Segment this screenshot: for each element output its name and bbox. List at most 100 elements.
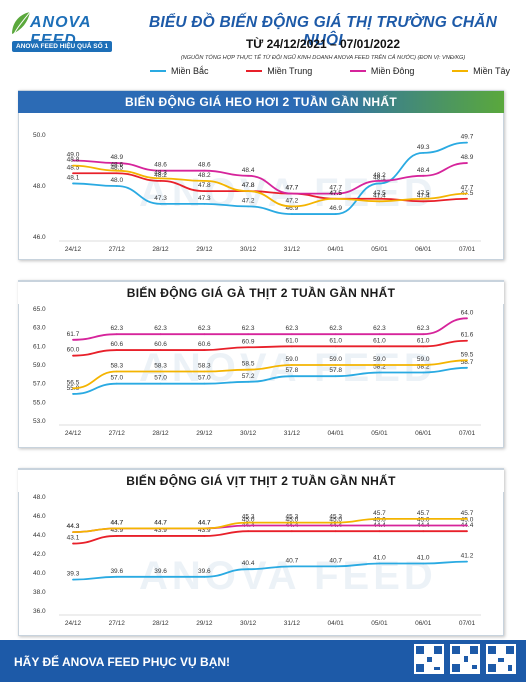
data-point: [334, 197, 337, 200]
data-label: 43.9: [198, 527, 211, 534]
data-point: [159, 333, 162, 336]
data-point: [422, 174, 425, 177]
chart-title: BIẾN ĐỘNG GIÁ HEO HƠI 2 TUẦN GẦN NHẤT: [124, 95, 397, 109]
data-point: [72, 531, 74, 534]
data-point: [290, 521, 293, 524]
data-label: 48.1: [67, 174, 80, 181]
data-point: [290, 205, 293, 208]
data-point: [72, 338, 74, 341]
data-point: [378, 524, 381, 527]
data-label: 47.8: [198, 182, 211, 189]
data-point: [203, 169, 206, 172]
x-tick-label: 07/01: [459, 620, 476, 627]
data-label: 44.7: [154, 519, 167, 526]
data-point: [247, 524, 250, 527]
data-point: [422, 200, 425, 203]
data-point: [290, 375, 293, 378]
x-tick-label: 27/12: [109, 620, 126, 627]
x-tick-label: 27/12: [109, 246, 126, 253]
legend-swatch: [246, 70, 263, 72]
data-point: [422, 530, 425, 533]
data-point: [290, 192, 293, 195]
qr-code-icon: [450, 644, 480, 674]
source-note: (NGUỒN TỔNG HỢP THỰC TẾ TỪ ĐỘI NGŨ KINH …: [180, 55, 466, 61]
data-point: [466, 339, 468, 342]
data-label: 57.0: [110, 375, 123, 382]
data-label: 62.3: [198, 325, 211, 332]
data-label: 45.7: [417, 510, 430, 517]
data-point: [334, 345, 337, 348]
data-label: 62.3: [417, 325, 430, 332]
data-point: [466, 524, 468, 527]
data-label: 49.7: [461, 134, 474, 141]
qr-code-icon: [486, 644, 516, 674]
data-point: [466, 517, 468, 520]
data-point: [203, 370, 206, 373]
y-tick-label: 46.0: [33, 234, 46, 241]
data-label: 48.2: [373, 172, 386, 179]
series-line-0: [72, 560, 468, 581]
data-point: [159, 575, 162, 578]
data-label: 44.7: [110, 519, 123, 526]
data-label: 45.7: [373, 510, 386, 517]
data-label: 60.0: [67, 347, 80, 354]
data-point: [334, 530, 337, 533]
line-chart-vit-thit: 36.0 38.0 40.0 42.0 44.0 46.0 48.0 24/12 27/12 28…: [33, 494, 481, 627]
y-tick-label: 48.0: [33, 494, 46, 501]
x-tick-label: 06/01: [415, 620, 432, 627]
chart-panel-heo-hoi: BIẾN ĐỘNG GIÁ HEO HƠI 2 TUẦN GẦN NHẤT AN…: [18, 90, 504, 260]
data-label: 48.5: [110, 164, 123, 171]
data-label: 45.3: [329, 514, 342, 521]
data-point: [334, 521, 337, 524]
data-point: [203, 333, 206, 336]
data-point: [115, 370, 118, 373]
y-tick-label: 59.0: [33, 362, 46, 369]
y-tick-label: 53.0: [33, 418, 46, 425]
data-label: 58.3: [154, 363, 167, 370]
data-point: [159, 382, 162, 385]
legend-swatch: [150, 70, 166, 72]
data-label: 57.2: [242, 373, 255, 380]
legend-swatch: [452, 70, 469, 72]
data-point: [378, 562, 381, 565]
data-label: 39.6: [154, 568, 167, 575]
data-label: 58.2: [417, 363, 430, 370]
data-point: [72, 159, 74, 162]
data-label: 60.6: [198, 341, 211, 348]
data-point: [203, 535, 206, 537]
data-point: [422, 151, 425, 154]
data-label: 61.6: [461, 332, 474, 339]
data-label: 62.3: [329, 325, 342, 332]
x-tick-label: 06/01: [415, 430, 432, 437]
data-label: 64.0: [461, 309, 474, 316]
data-label: 45.3: [242, 514, 255, 521]
data-label: 47.3: [154, 195, 167, 202]
data-point: [115, 172, 118, 175]
legend-label: Miền Đông: [370, 66, 415, 76]
data-point: [378, 530, 381, 533]
data-point: [334, 565, 337, 568]
data-label: 44.7: [110, 519, 123, 526]
series-line-3: [72, 164, 468, 208]
data-point: [203, 190, 206, 192]
data-point: [422, 345, 425, 348]
series-line-2: [72, 317, 468, 341]
data-label: 61.0: [329, 337, 342, 344]
data-point: [422, 524, 425, 527]
line-chart-ga-thit: 53.0 55.0 57.0 59.0 61.0 63.0 65.0 24/12 27/12 28…: [33, 306, 481, 437]
data-label: 45.0: [242, 517, 255, 524]
data-label: 47.4: [417, 192, 430, 199]
data-point: [247, 174, 250, 177]
x-tick-label: 05/01: [371, 246, 388, 253]
legend-swatch: [349, 70, 366, 72]
data-point: [203, 349, 206, 351]
data-label: 45.0: [373, 517, 386, 524]
data-label: 62.3: [154, 325, 167, 332]
data-label: 40.7: [286, 557, 299, 564]
x-tick-label: 24/12: [65, 246, 82, 253]
data-point: [422, 333, 425, 336]
data-label: 41.2: [461, 553, 474, 560]
data-point: [290, 345, 293, 348]
data-label: 47.8: [242, 182, 255, 189]
legend-item-mien-dong: Miền Đông: [349, 66, 415, 76]
